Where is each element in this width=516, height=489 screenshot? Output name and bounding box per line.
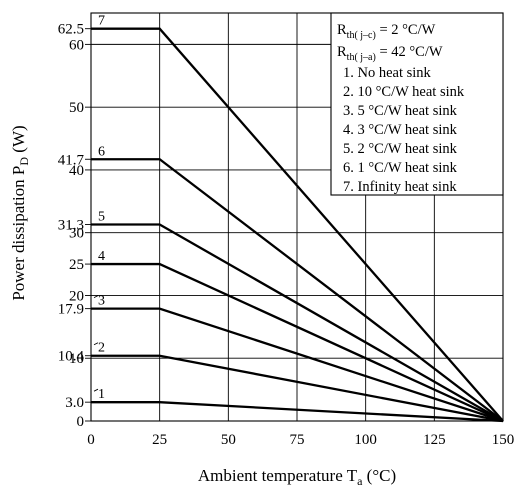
x-tick-label: 100 — [354, 432, 377, 448]
legend-entry: 2. 10 °C/W heat sink — [343, 84, 465, 100]
x-tick-label: 150 — [492, 432, 515, 448]
curve-label-7: 7 — [98, 14, 105, 29]
y-tick-label: 3.0 — [65, 395, 84, 411]
curve-label-leader — [93, 342, 99, 346]
curve-label-4: 4 — [98, 249, 105, 264]
series-line-6 — [91, 158, 504, 422]
x-tick-label: 50 — [221, 432, 236, 448]
x-tick-label: 75 — [290, 432, 305, 448]
series-line-5 — [91, 223, 504, 422]
series-line-7 — [91, 27, 504, 422]
x-axis-title: Ambient temperature Ta (°C) — [198, 466, 396, 488]
y-tick-label: 20 — [69, 288, 84, 304]
curve-label-5: 5 — [98, 210, 105, 225]
x-tick-label: 25 — [152, 432, 167, 448]
legend-layer: Rth( j–c) = 2 °C/W Rth( j–a) = 42 °C/W 1. … — [330, 12, 504, 196]
y-tick-label: 60 — [69, 37, 84, 53]
series-layer: 1 2 3 4 5 6 7 — [91, 14, 504, 423]
y-tick-label: 30 — [69, 226, 84, 242]
legend-entry: 7. Infinity heat sink — [343, 179, 457, 195]
curve-label-3: 3 — [98, 294, 105, 309]
grid-layer — [90, 12, 504, 422]
curve-label-leader — [93, 295, 99, 299]
legend-entry: 1. No heat sink — [343, 65, 432, 81]
y-tick-label: 62.5 — [58, 22, 84, 38]
y-tick-label: 10 — [69, 351, 84, 367]
legend-entry: 5. 2 °C/W heat sink — [343, 141, 458, 157]
tick-layer: 0 25 50 75 100 125 15003.01010.417.920253031.3… — [58, 22, 515, 448]
y-tick-label: 31.3 — [58, 218, 84, 234]
y-axis-title: Power dissipation PD (W) — [9, 125, 31, 300]
y-tick-label: 25 — [69, 257, 84, 273]
legend-entry: 4. 3 °C/W heat sink — [343, 122, 458, 138]
series-line-1 — [91, 401, 504, 423]
legend-thermal-resistance: Rth( j–c) = 2 °C/W — [337, 22, 436, 41]
legend-entry: 6. 1 °C/W heat sink — [343, 160, 458, 176]
y-tick-label: 10.4 — [58, 349, 85, 365]
curve-label-leader — [93, 388, 99, 392]
series-line-2 — [91, 354, 504, 423]
plot-frame — [90, 12, 504, 422]
y-tick-label: 41.7 — [58, 152, 85, 168]
y-tick-label: 40 — [69, 163, 84, 179]
x-tick-label: 0 — [87, 432, 95, 448]
legend-thermal-resistance: Rth( j–a) = 42 °C/W — [337, 44, 443, 63]
legend-entry: 3. 5 °C/W heat sink — [343, 103, 458, 119]
x-tick-label: 125 — [423, 432, 446, 448]
curve-label-6: 6 — [98, 144, 105, 159]
y-tick-label: 50 — [69, 100, 84, 116]
series-line-3 — [91, 307, 504, 423]
y-tick-label: 0 — [77, 414, 85, 430]
curve-label-2: 2 — [98, 341, 105, 356]
curve-label-1: 1 — [98, 387, 105, 402]
series-line-4 — [91, 262, 504, 423]
legend-box — [330, 12, 504, 196]
title-layer: Ambient temperature Ta (°C) Power dissipa… — [9, 125, 396, 488]
y-tick-label: 17.9 — [58, 302, 84, 318]
